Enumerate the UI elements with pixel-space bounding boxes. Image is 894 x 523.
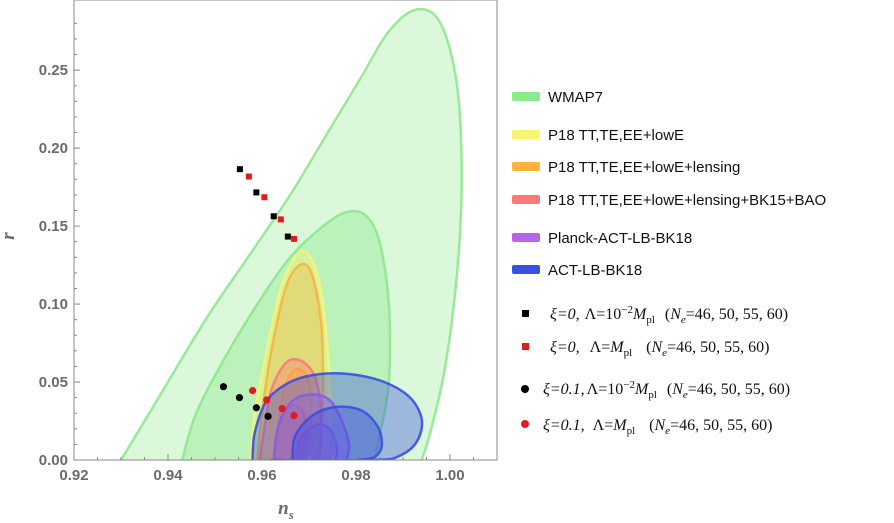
legend-label-p18-2: P18 TT,TE,EE+lowE+lensing	[548, 159, 740, 176]
series-0-point	[270, 213, 277, 220]
series-2-point	[235, 394, 244, 402]
series-0-point	[253, 189, 260, 196]
region-4-contour-1	[296, 423, 339, 460]
y-tick-label: 0.00	[39, 452, 68, 469]
axis-ticks: 0.92 0.94 0.96 0.98 1.00 0.00 0.05 0.10 0.15 0.20…	[39, 22, 498, 484]
legend-label-s1: ξ=0, Λ=10−2Mpl (Ne=46, 50, 55, 60)	[550, 304, 788, 326]
legend-swatch-planck-act	[512, 233, 540, 242]
legend-label-s3: ξ=0.1, Λ=10−2Mpl (Ne=46, 50, 55, 60)	[543, 379, 790, 401]
legend: WMAP7 P18 TT,TE,EE+lowE P18 TT,TE,EE+low…	[512, 89, 826, 437]
region-5-contour-1	[291, 405, 384, 460]
series-3-point	[263, 396, 271, 404]
legend-swatch-act	[512, 265, 540, 274]
series-1-point	[245, 173, 252, 180]
series-1-point	[277, 216, 284, 223]
legend-label-p18-3: P18 TT,TE,EE+lowE+lensing+BK15+BAO	[548, 192, 826, 209]
legend-swatch-p18-1	[512, 130, 540, 139]
y-tick-label: 0.20	[39, 140, 68, 157]
x-tick-label: 0.96	[247, 467, 276, 484]
series-2-point	[264, 412, 272, 420]
series-1-point	[261, 194, 268, 201]
series-3-point	[290, 411, 298, 420]
series-3-point	[249, 387, 257, 395]
legend-marker-s3	[521, 385, 529, 393]
region-0-contour-1	[180, 209, 392, 460]
x-tick-label: 1.00	[435, 467, 464, 484]
legend-label-wmap7: WMAP7	[548, 89, 603, 106]
x-tick-label: 0.94	[153, 467, 183, 484]
legend-swatch-p18-2	[512, 162, 540, 171]
series-0-point	[236, 166, 243, 173]
y-axis-label: r	[0, 232, 19, 240]
x-tick-label: 0.92	[59, 467, 88, 484]
series-2-point	[219, 383, 228, 391]
y-tick-label: 0.15	[39, 218, 68, 235]
x-tick-label: 0.98	[341, 467, 370, 484]
series-2-point	[252, 404, 260, 412]
legend-label-s4: ξ=0.1, Λ=Mpl (Ne=46, 50, 55, 60)	[543, 417, 772, 437]
legend-label-s2: ξ=0, Λ=Mpl (Ne=46, 50, 55, 60)	[550, 339, 769, 359]
legend-swatch-p18-3	[512, 195, 540, 204]
model-points	[219, 166, 298, 420]
series-1-point	[290, 235, 297, 242]
legend-marker-s4	[521, 420, 529, 428]
series-0-point	[284, 233, 291, 240]
confidence-regions	[119, 7, 463, 460]
legend-marker-s1	[522, 310, 529, 317]
legend-label-p18-1: P18 TT,TE,EE+lowE	[548, 127, 684, 144]
y-tick-label: 0.25	[39, 62, 68, 79]
legend-label-act: ACT-LB-BK18	[548, 262, 642, 279]
legend-swatch-wmap7	[512, 92, 540, 101]
legend-marker-s2	[522, 343, 529, 350]
y-tick-label: 0.05	[39, 374, 68, 391]
series-3-point	[278, 404, 286, 413]
region-0-contour-0	[119, 7, 463, 460]
legend-label-planck-act: Planck-ACT-LB-BK18	[548, 230, 692, 247]
x-axis-label: ns	[278, 498, 294, 522]
y-tick-label: 0.10	[39, 296, 68, 313]
